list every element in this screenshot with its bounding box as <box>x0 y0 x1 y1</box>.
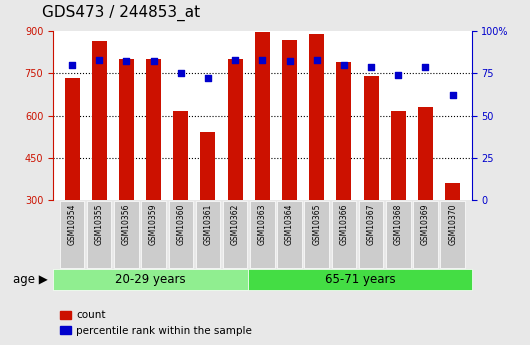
FancyBboxPatch shape <box>87 201 111 268</box>
Bar <box>445 183 460 200</box>
Bar <box>364 76 378 200</box>
Point <box>176 71 185 76</box>
Point <box>231 57 240 62</box>
Point <box>313 57 321 62</box>
FancyBboxPatch shape <box>305 201 329 268</box>
Text: age ▶: age ▶ <box>13 273 48 286</box>
FancyBboxPatch shape <box>249 269 472 290</box>
Bar <box>391 111 406 200</box>
Point <box>95 57 103 62</box>
Bar <box>282 39 297 200</box>
FancyBboxPatch shape <box>169 201 193 268</box>
Text: GSM10365: GSM10365 <box>312 204 321 245</box>
Text: 20-29 years: 20-29 years <box>116 273 186 286</box>
Point <box>122 59 131 64</box>
Bar <box>228 59 243 200</box>
Point <box>367 64 375 69</box>
Text: GSM10366: GSM10366 <box>339 204 348 245</box>
Bar <box>92 41 107 200</box>
Bar <box>119 59 134 200</box>
FancyBboxPatch shape <box>250 201 275 268</box>
Text: GSM10362: GSM10362 <box>231 204 240 245</box>
Legend: count, percentile rank within the sample: count, percentile rank within the sample <box>56 306 256 340</box>
FancyBboxPatch shape <box>413 201 438 268</box>
Bar <box>255 32 270 200</box>
Text: 65-71 years: 65-71 years <box>325 273 395 286</box>
Text: GDS473 / 244853_at: GDS473 / 244853_at <box>42 4 200 21</box>
FancyBboxPatch shape <box>332 201 356 268</box>
FancyBboxPatch shape <box>223 201 248 268</box>
Point <box>448 92 457 98</box>
Bar <box>200 132 216 200</box>
Text: GSM10356: GSM10356 <box>122 204 131 245</box>
Text: GSM10363: GSM10363 <box>258 204 267 245</box>
FancyBboxPatch shape <box>114 201 139 268</box>
FancyBboxPatch shape <box>196 201 220 268</box>
Text: GSM10359: GSM10359 <box>149 204 158 245</box>
Bar <box>173 111 188 200</box>
Point <box>421 64 430 69</box>
Point <box>285 59 294 64</box>
Text: GSM10364: GSM10364 <box>285 204 294 245</box>
Text: GSM10367: GSM10367 <box>367 204 376 245</box>
Point <box>258 57 267 62</box>
Text: GSM10369: GSM10369 <box>421 204 430 245</box>
Point <box>68 62 76 68</box>
FancyBboxPatch shape <box>440 201 465 268</box>
FancyBboxPatch shape <box>277 201 302 268</box>
FancyBboxPatch shape <box>60 201 84 268</box>
Bar <box>309 34 324 200</box>
Bar <box>418 107 433 200</box>
FancyBboxPatch shape <box>386 201 411 268</box>
Text: GSM10354: GSM10354 <box>67 204 76 245</box>
FancyBboxPatch shape <box>359 201 383 268</box>
Bar <box>146 59 161 200</box>
Point <box>149 59 158 64</box>
Point <box>204 76 212 81</box>
Point <box>340 62 348 68</box>
FancyBboxPatch shape <box>53 269 249 290</box>
Point <box>394 72 402 78</box>
Text: GSM10370: GSM10370 <box>448 204 457 245</box>
Bar <box>65 78 80 200</box>
Text: GSM10361: GSM10361 <box>204 204 213 245</box>
Text: GSM10368: GSM10368 <box>394 204 403 245</box>
Text: GSM10355: GSM10355 <box>95 204 104 245</box>
FancyBboxPatch shape <box>142 201 166 268</box>
Text: GSM10360: GSM10360 <box>176 204 186 245</box>
Bar <box>337 62 351 200</box>
